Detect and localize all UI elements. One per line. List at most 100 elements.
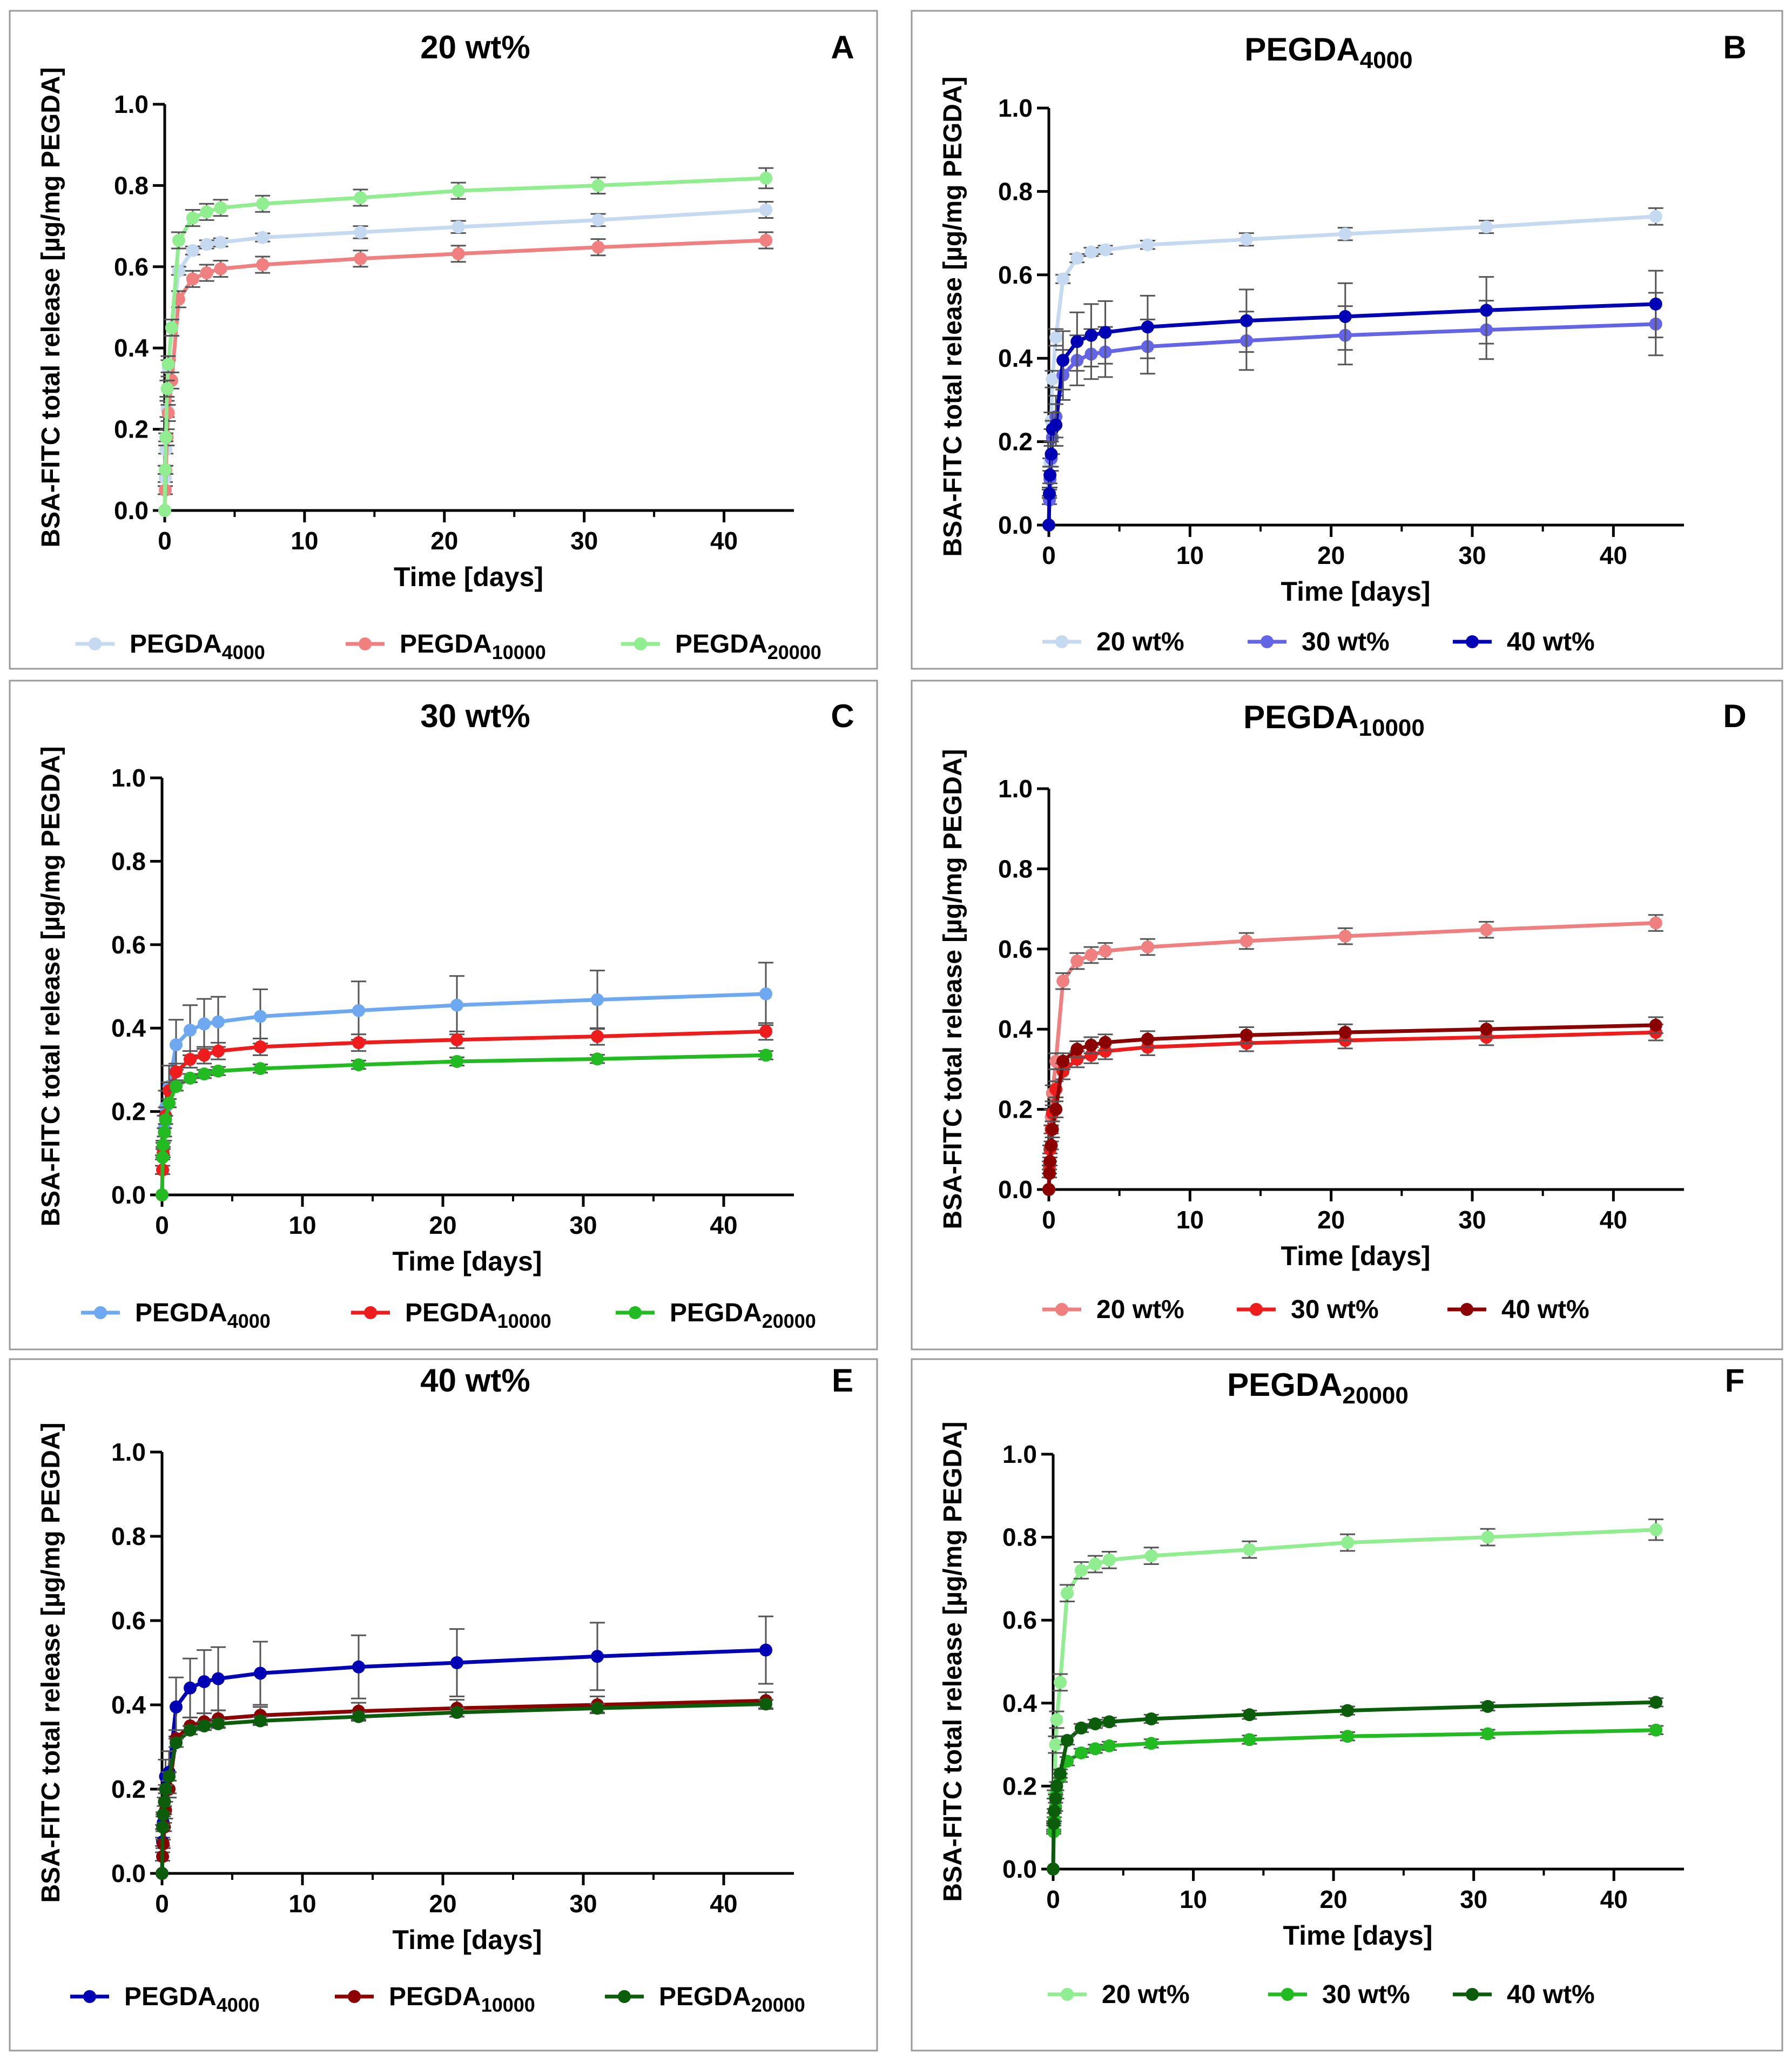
- panel-title-sub: 10000: [1359, 715, 1425, 741]
- legend-label-main: PEGDA: [400, 630, 492, 658]
- panel-border: [9, 680, 878, 1350]
- legend-label-sub: 10000: [481, 1994, 535, 2016]
- data-point: [170, 1700, 183, 1713]
- data-point: [214, 262, 227, 275]
- legend-label: PEGDA20000: [670, 1299, 816, 1332]
- data-point: [159, 431, 173, 444]
- legend-swatch-marker: [1250, 1303, 1263, 1316]
- data-point: [1070, 335, 1084, 348]
- data-point: [1043, 1155, 1057, 1168]
- data-point: [1046, 1123, 1059, 1136]
- y-tick-label: 0.4: [111, 1014, 146, 1042]
- series-3: [158, 167, 774, 517]
- x-tick-label: 0: [1042, 541, 1056, 569]
- data-point: [352, 1036, 365, 1050]
- panel-title: 30 wt%: [420, 698, 530, 734]
- data-point: [170, 1080, 183, 1093]
- y-tick-label: 0.0: [111, 1181, 146, 1209]
- y-axis-label: BSA-FITC total release [µg/mg PEGDA]: [939, 76, 967, 556]
- y-tick-label: 0.4: [998, 1015, 1033, 1043]
- x-tick-label: 30: [1458, 541, 1486, 569]
- legend-item-2: PEGDA10000: [335, 1983, 535, 2016]
- data-point: [1074, 1721, 1088, 1735]
- data-point: [1060, 1733, 1074, 1747]
- data-point: [1341, 1536, 1355, 1549]
- y-tick-label: 0.0: [1002, 1855, 1037, 1883]
- data-point: [254, 1010, 267, 1023]
- legend-item-3: PEGDA20000: [621, 630, 821, 663]
- data-point: [352, 1004, 365, 1017]
- x-axis-label: Time [days]: [1281, 576, 1431, 607]
- x-tick-label: 40: [710, 527, 738, 555]
- data-point: [170, 1065, 183, 1079]
- data-point: [172, 233, 185, 247]
- data-point: [186, 244, 199, 257]
- series-1: [155, 962, 773, 1201]
- y-tick-label: 0.0: [998, 511, 1033, 539]
- data-point: [1043, 1167, 1056, 1180]
- data-point: [1481, 1530, 1494, 1544]
- x-tick-label: 20: [1317, 1206, 1345, 1234]
- data-point: [184, 1723, 197, 1737]
- data-point: [1084, 245, 1098, 259]
- data-point: [1480, 220, 1493, 234]
- data-point: [1042, 1183, 1055, 1196]
- y-tick-label: 0.4: [111, 1691, 146, 1719]
- data-point: [1049, 1103, 1063, 1116]
- data-point: [1239, 1029, 1253, 1042]
- data-point: [1070, 955, 1084, 968]
- data-point: [1480, 1023, 1493, 1036]
- legend-label-main: 30 wt%: [1302, 628, 1390, 656]
- data-point: [200, 238, 213, 251]
- data-point: [1144, 1737, 1158, 1750]
- data-point: [452, 184, 465, 198]
- data-point: [354, 225, 367, 239]
- data-point: [1053, 1767, 1067, 1780]
- data-point: [163, 1770, 176, 1783]
- data-point: [1341, 1704, 1355, 1717]
- legend-item-1: 20 wt%: [1042, 628, 1184, 656]
- data-point: [158, 1126, 171, 1139]
- legend-label-main: PEGDA: [389, 1983, 481, 2011]
- legend-label-sub: 10000: [492, 641, 546, 663]
- series-3: [155, 1697, 773, 1880]
- y-tick-label: 1.0: [998, 775, 1033, 803]
- x-tick-label: 10: [1180, 1885, 1207, 1913]
- y-tick-label: 0.8: [111, 1522, 146, 1550]
- legend-label-sub: 20000: [767, 641, 821, 663]
- data-point: [198, 1719, 211, 1732]
- data-point: [1649, 1696, 1663, 1709]
- series-line: [1047, 322, 1656, 526]
- data-point: [157, 1807, 170, 1821]
- data-point: [591, 179, 605, 192]
- data-point: [1649, 1523, 1663, 1536]
- panel-title-main: 30 wt%: [420, 698, 530, 734]
- legend-label-main: PEGDA: [675, 630, 767, 658]
- series-line: [160, 992, 766, 1195]
- x-tick-label: 10: [1176, 1206, 1204, 1234]
- data-point: [1050, 1779, 1063, 1793]
- legend-swatch-marker: [1061, 1988, 1074, 2001]
- data-point: [450, 1656, 463, 1669]
- legend-item-1: 20 wt%: [1042, 1295, 1184, 1324]
- x-tick-label: 10: [288, 1890, 316, 1918]
- legend-item-1: PEGDA4000: [76, 630, 265, 663]
- x-tick-label: 30: [1458, 1206, 1486, 1234]
- panel-a: 20 wt% A 0.0 0.2 0.4 0.6 0.8 1.0 0 10 20 30 40 Time […: [9, 10, 878, 670]
- data-point: [1047, 1863, 1060, 1876]
- legend-swatch-marker: [1055, 635, 1068, 648]
- x-tick-label: 40: [1600, 541, 1627, 569]
- series-line: [1047, 214, 1656, 526]
- legend-label-main: 30 wt%: [1322, 1980, 1410, 2009]
- y-tick-label: 0.2: [998, 1096, 1033, 1124]
- legend-label-main: PEGDA: [124, 1983, 217, 2011]
- legend-item-3: 40 wt%: [1453, 628, 1595, 656]
- data-point: [1056, 354, 1070, 367]
- data-point: [1341, 1730, 1355, 1743]
- data-point: [354, 252, 367, 265]
- series-line: [1047, 1030, 1656, 1190]
- panel-border: [9, 1358, 878, 2052]
- legend-label: PEGDA4000: [124, 1983, 260, 2016]
- panel-border: [911, 10, 1783, 670]
- data-point: [352, 1710, 365, 1723]
